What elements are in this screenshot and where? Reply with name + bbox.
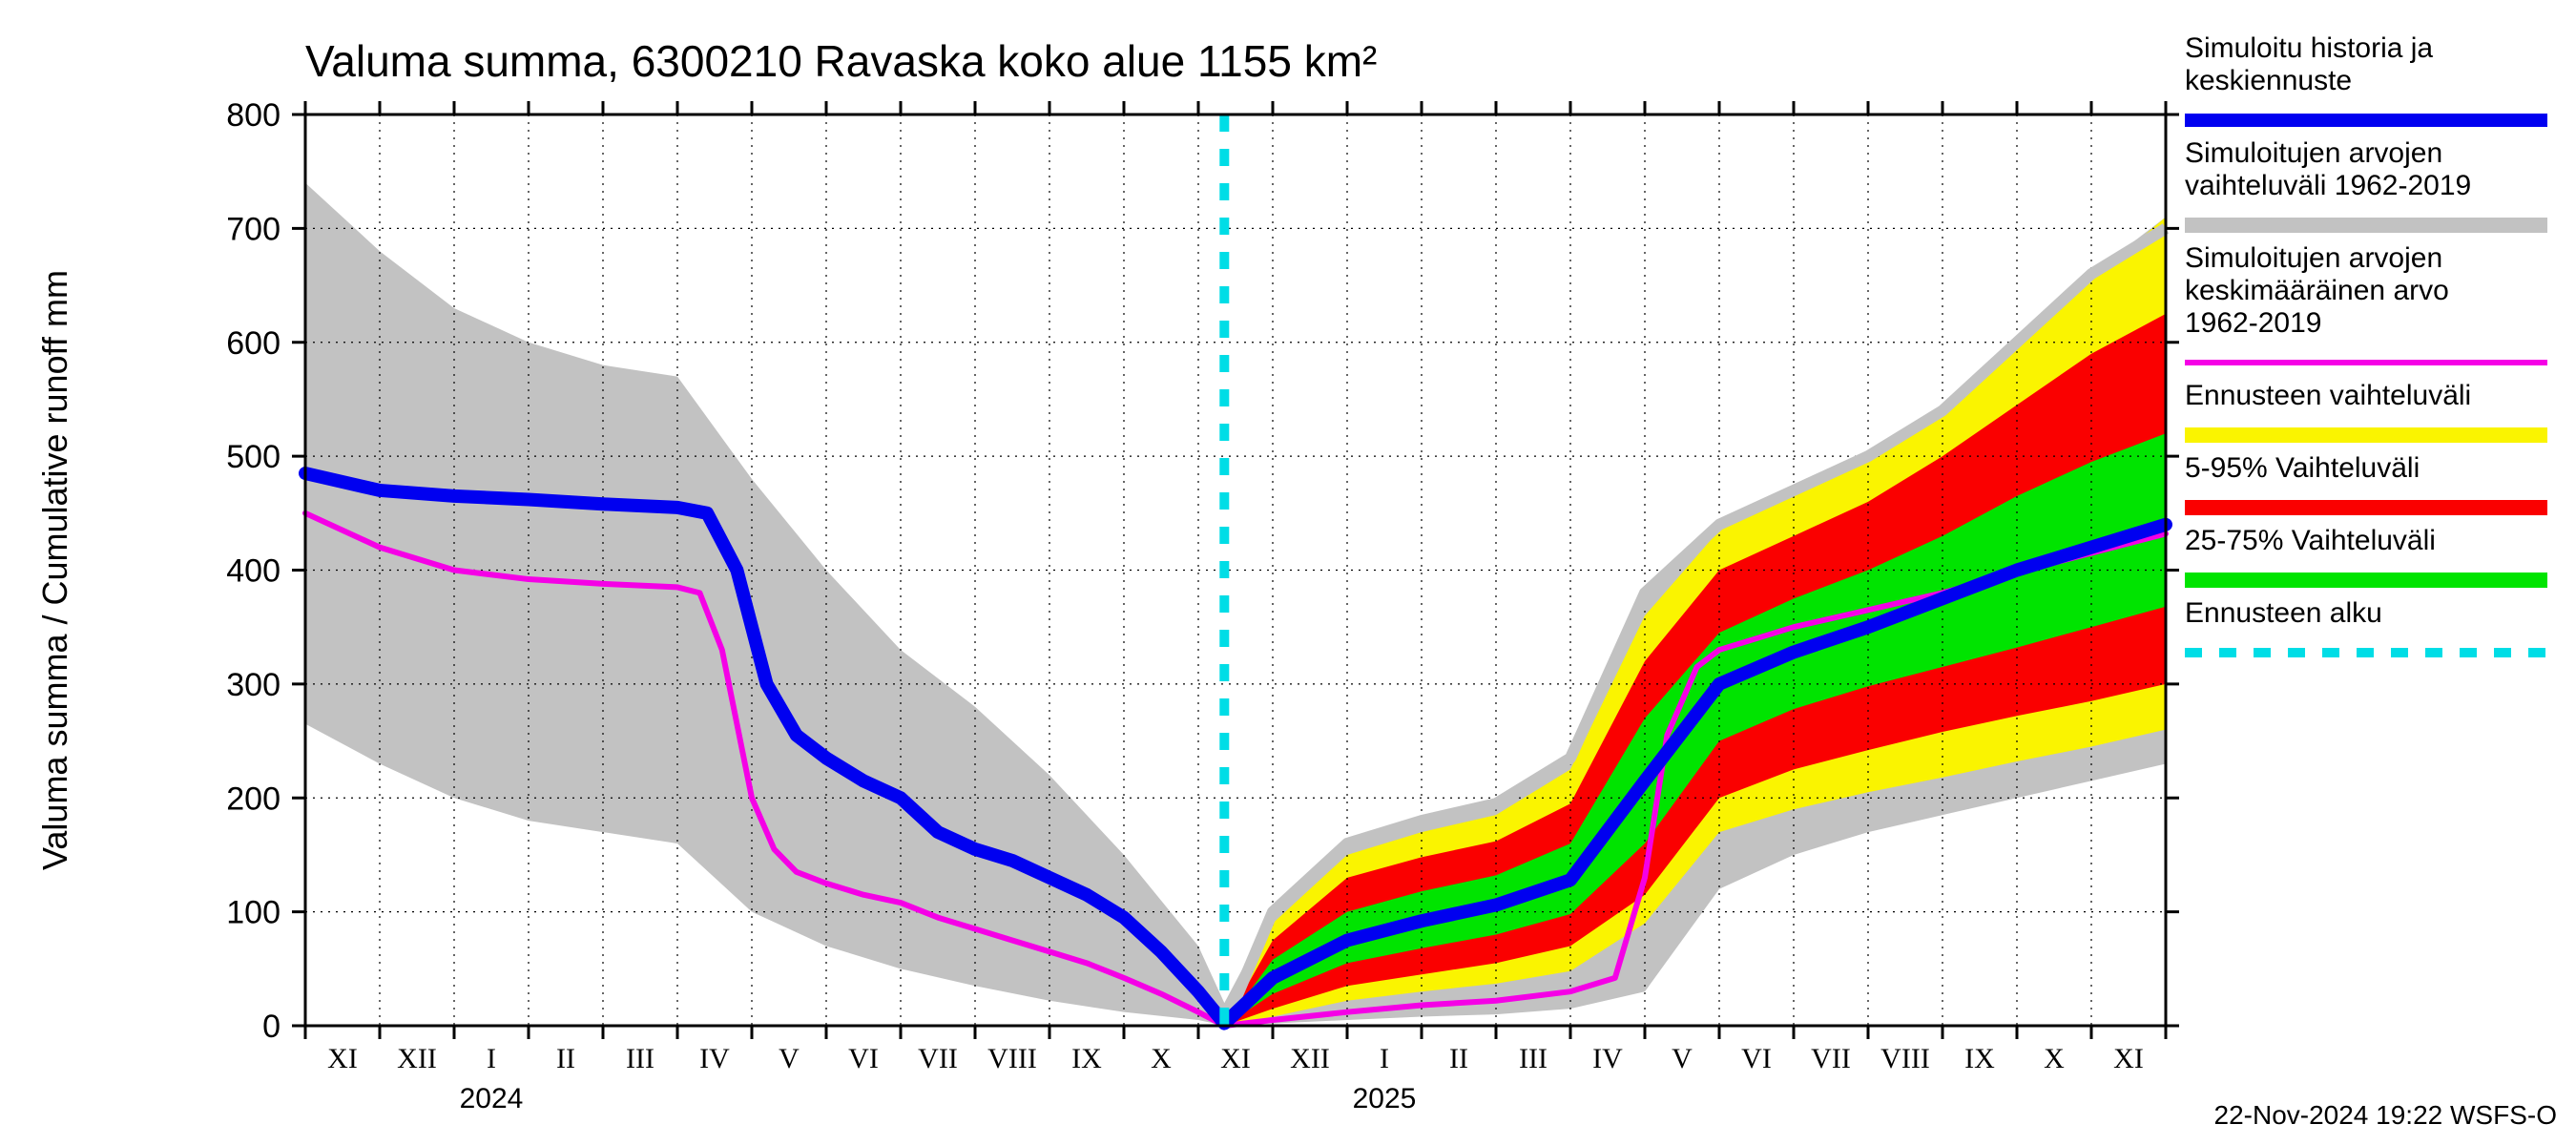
legend-swatch [2185,218,2547,233]
legend-label: 25-75% Vaihteluväli [2185,525,2436,556]
y-tick-label: 800 [226,97,280,134]
legend-label: 1962-2019 [2185,307,2321,339]
legend-label: Ennusteen alku [2185,597,2382,629]
x-month-label: VIII [987,1043,1037,1074]
x-month-label: III [1519,1043,1548,1074]
x-month-label: X [2044,1043,2065,1074]
x-month-label: X [1151,1043,1172,1074]
legend-swatch [2185,500,2547,515]
y-tick-label: 600 [226,325,280,362]
x-month-label: VII [1811,1043,1851,1074]
y-tick-label: 400 [226,553,280,590]
x-month-label: XII [1290,1043,1330,1074]
y-tick-label: 700 [226,211,280,247]
chart-title: Valuma summa, 6300210 Ravaska koko alue … [305,36,1377,86]
legend-label: Simuloitu historia ja [2185,32,2433,64]
legend-label: Simuloitujen arvojen [2185,242,2442,274]
legend-swatch [2185,572,2547,588]
y-tick-label: 0 [262,1009,280,1045]
y-tick-label: 100 [226,895,280,931]
x-month-label: XI [1220,1043,1251,1074]
y-tick-label: 200 [226,781,280,817]
x-month-label: VIII [1880,1043,1930,1074]
x-month-label: XI [2113,1043,2144,1074]
y-axis-label: Valuma summa / Cumulative runoff mm [35,270,74,870]
x-month-label: II [556,1043,575,1074]
legend-label: keskimääräinen arvo [2185,275,2449,306]
x-month-label: VI [848,1043,879,1074]
y-tick-label: 500 [226,439,280,475]
x-month-label: XII [397,1043,437,1074]
x-month-label: I [487,1043,496,1074]
legend-label: 5-95% Vaihteluväli [2185,452,2420,484]
footer-timestamp: 22-Nov-2024 19:22 WSFS-O [2214,1100,2558,1130]
legend-label: Ennusteen vaihteluväli [2185,380,2471,411]
x-month-label: V [779,1043,800,1074]
legend-label: Simuloitujen arvojen [2185,137,2442,169]
legend-label: keskiennuste [2185,65,2352,96]
x-month-label: IV [699,1043,730,1074]
x-year-label: 2024 [460,1083,524,1114]
x-year-label: 2025 [1353,1083,1417,1114]
x-month-label: VI [1741,1043,1772,1074]
x-month-label: III [626,1043,654,1074]
legend-swatch [2185,427,2547,443]
x-month-label: XI [327,1043,358,1074]
x-month-label: VII [918,1043,958,1074]
x-month-label: II [1449,1043,1468,1074]
y-tick-label: 300 [226,667,280,703]
legend-label: vaihteluväli 1962-2019 [2185,170,2471,201]
x-month-label: IV [1592,1043,1623,1074]
x-month-label: V [1672,1043,1693,1074]
x-month-label: I [1380,1043,1389,1074]
x-month-label: IX [1071,1043,1102,1074]
x-month-label: IX [1964,1043,1995,1074]
